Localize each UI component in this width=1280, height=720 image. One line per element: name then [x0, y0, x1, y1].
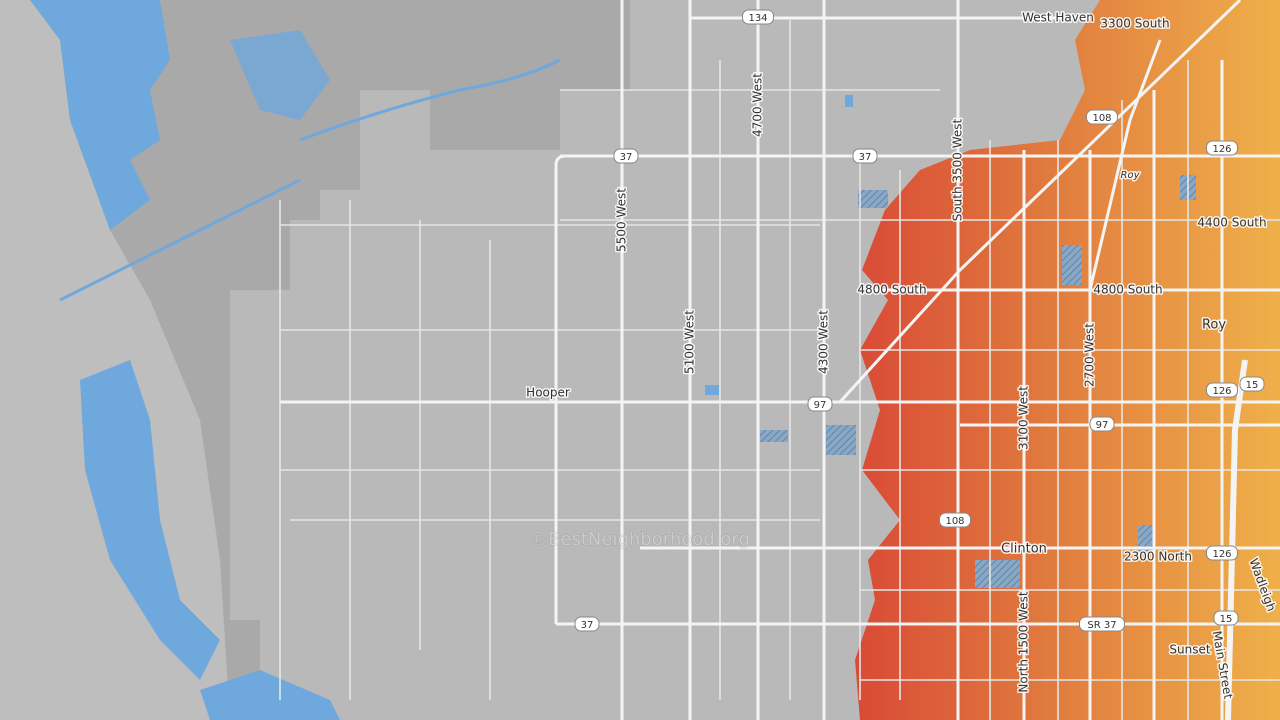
place-label: West Haven: [1022, 11, 1094, 25]
road-label: 2700 West: [1083, 323, 1097, 387]
road-labels: 3300 South 4700 West 4400 South 5500 Wes…: [613, 15, 1280, 702]
shield-background: [1206, 140, 1238, 156]
place-label: Roy: [1121, 170, 1141, 181]
route-shield: 37: [574, 616, 600, 632]
water: [30, 0, 853, 720]
road-label: 4700 West: [751, 73, 765, 137]
shield-background: [939, 512, 971, 528]
parks: [760, 175, 1196, 588]
road-label: 4300 West: [817, 310, 831, 374]
shield-label: 97: [814, 400, 827, 411]
road-label: 3100 West: [1017, 386, 1031, 450]
shield-label: 37: [859, 152, 872, 163]
route-shield: 126: [1206, 140, 1238, 156]
place-label: Clinton: [1001, 542, 1047, 557]
shield-background: [574, 616, 600, 632]
route-shield: 134: [742, 9, 774, 25]
shield-background: [1213, 610, 1239, 626]
road-label: 5500 West: [615, 188, 629, 252]
shield-background: [807, 396, 833, 412]
place-labels: West Haven Roy Roy Hooper Clinton Sunset: [525, 9, 1228, 658]
shield-background: [852, 148, 878, 164]
shield-label: 37: [581, 620, 594, 631]
route-shield: 126: [1206, 382, 1238, 398]
route-shield: 37: [613, 148, 639, 164]
shield-label: 126: [1212, 386, 1231, 397]
road-label: North 1500 West: [1017, 591, 1031, 693]
shield-label: 108: [945, 516, 964, 527]
road-label: 5100 West: [683, 310, 697, 374]
route-shield: 108: [1086, 109, 1118, 125]
shield-background: [613, 148, 639, 164]
heat-area: [855, 0, 1280, 720]
watermark: ©BestNeighborhood.org: [530, 529, 750, 550]
shield-label: 15: [1246, 380, 1259, 391]
shield-label: SR 37: [1087, 620, 1116, 631]
road-label: 2300 North: [1124, 550, 1192, 564]
shield-label: 126: [1212, 549, 1231, 560]
shield-background: [1206, 545, 1238, 561]
shield-label: 15: [1220, 614, 1233, 625]
shield-background: [1206, 382, 1238, 398]
road-label: 4400 South: [1197, 216, 1266, 230]
shield-label: 97: [1096, 420, 1109, 431]
shield-background: [1239, 376, 1265, 392]
place-label: Roy: [1202, 318, 1226, 333]
place-label: Sunset: [1169, 643, 1210, 657]
route-shield: SR 37: [1079, 616, 1125, 632]
route-shield: 37: [852, 148, 878, 164]
shield-label: 37: [620, 152, 633, 163]
road-label: 4800 South: [1093, 283, 1162, 297]
route-shield: 97: [1089, 416, 1115, 432]
shield-label: 126: [1212, 144, 1231, 155]
shield-label: 134: [748, 13, 767, 24]
road-label: 3300 South: [1100, 17, 1169, 31]
route-shield: 108: [939, 512, 971, 528]
route-shield: 126: [1206, 545, 1238, 561]
shield-background: [742, 9, 774, 25]
road-label: South 3500 West: [951, 118, 965, 221]
shield-background: [1086, 109, 1118, 125]
route-shield: 97: [807, 396, 833, 412]
shield-background: [1079, 616, 1125, 632]
shield-label: 108: [1092, 113, 1111, 124]
shield-background: [1089, 416, 1115, 432]
road-label: 4800 South: [857, 283, 926, 297]
place-label: Hooper: [526, 386, 570, 400]
land-shore: [0, 0, 230, 720]
route-shield: 15: [1213, 610, 1239, 626]
shields: 134 108 126 37 37 126 97 15 97 108 126 15 37 SR 37: [574, 9, 1265, 632]
route-shield: 15: [1239, 376, 1265, 392]
